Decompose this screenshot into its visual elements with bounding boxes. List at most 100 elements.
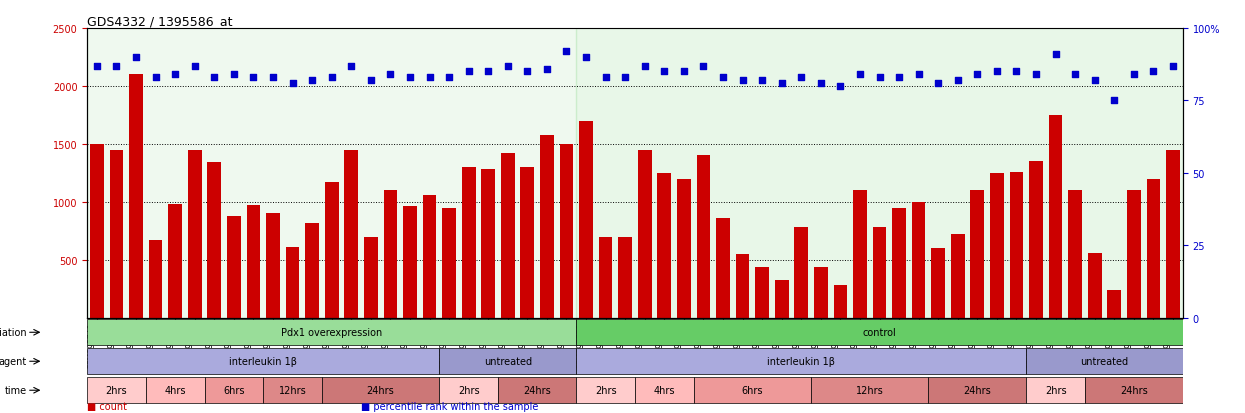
FancyBboxPatch shape xyxy=(146,377,204,403)
Point xyxy=(1046,52,1066,58)
Point xyxy=(107,63,127,70)
Bar xyxy=(814,267,828,318)
Bar xyxy=(677,179,691,318)
FancyBboxPatch shape xyxy=(263,377,322,403)
Bar xyxy=(540,135,554,318)
Point xyxy=(341,63,361,70)
Text: ■ count: ■ count xyxy=(87,401,127,411)
Bar xyxy=(774,280,788,318)
Point xyxy=(615,75,635,81)
Text: 24hrs: 24hrs xyxy=(523,385,552,395)
Point xyxy=(557,49,576,55)
Bar xyxy=(520,168,534,318)
Point xyxy=(967,72,987,78)
Text: interleukin 1β: interleukin 1β xyxy=(767,356,835,366)
Bar xyxy=(462,168,476,318)
Point xyxy=(752,78,772,84)
Text: untreated: untreated xyxy=(1081,356,1128,366)
Text: 2hrs: 2hrs xyxy=(106,385,127,395)
Bar xyxy=(129,75,143,318)
Point xyxy=(1163,63,1183,70)
Bar xyxy=(227,216,240,318)
Point xyxy=(1143,69,1163,76)
Text: 4hrs: 4hrs xyxy=(654,385,675,395)
Point xyxy=(635,63,655,70)
Bar xyxy=(599,237,613,318)
Point xyxy=(146,75,166,81)
Point xyxy=(478,69,498,76)
Bar xyxy=(873,228,886,318)
Bar xyxy=(305,223,319,318)
Text: agent: agent xyxy=(0,356,27,366)
FancyBboxPatch shape xyxy=(87,377,146,403)
Bar xyxy=(383,191,397,318)
Text: untreated: untreated xyxy=(484,356,532,366)
Point xyxy=(1084,78,1104,84)
Point xyxy=(518,69,538,76)
Bar xyxy=(1048,116,1062,318)
Point xyxy=(537,66,557,73)
Bar xyxy=(1030,162,1043,318)
Bar xyxy=(1108,290,1122,318)
Point xyxy=(909,72,929,78)
Bar xyxy=(893,208,906,318)
Bar xyxy=(1010,172,1023,318)
Bar xyxy=(188,150,202,318)
Bar xyxy=(657,173,671,318)
FancyBboxPatch shape xyxy=(1026,377,1084,403)
Point xyxy=(224,72,244,78)
Point xyxy=(1026,72,1046,78)
Point xyxy=(400,75,420,81)
Bar xyxy=(1088,253,1102,318)
Bar xyxy=(208,163,222,318)
Point xyxy=(693,63,713,70)
Bar xyxy=(364,237,377,318)
Point xyxy=(439,75,459,81)
Point xyxy=(166,72,186,78)
FancyBboxPatch shape xyxy=(87,320,576,345)
Text: 2hrs: 2hrs xyxy=(1045,385,1067,395)
FancyBboxPatch shape xyxy=(693,377,810,403)
Point xyxy=(244,75,264,81)
Point xyxy=(303,78,322,84)
FancyBboxPatch shape xyxy=(576,348,1026,374)
Text: 6hrs: 6hrs xyxy=(742,385,763,395)
Bar xyxy=(90,145,103,318)
Point xyxy=(381,72,401,78)
Point xyxy=(458,69,478,76)
FancyBboxPatch shape xyxy=(576,377,635,403)
FancyBboxPatch shape xyxy=(439,377,498,403)
Bar xyxy=(853,191,867,318)
Bar xyxy=(403,207,417,318)
FancyBboxPatch shape xyxy=(635,377,693,403)
Bar xyxy=(579,121,593,318)
Point xyxy=(595,75,615,81)
Point xyxy=(889,75,909,81)
Point xyxy=(792,75,812,81)
Bar xyxy=(1127,191,1140,318)
Text: time: time xyxy=(5,385,27,395)
Bar xyxy=(422,195,436,318)
Bar xyxy=(794,228,808,318)
Point xyxy=(732,78,752,84)
Point xyxy=(420,75,439,81)
Text: genotype/variation: genotype/variation xyxy=(0,328,27,337)
Text: 2hrs: 2hrs xyxy=(458,385,479,395)
Text: interleukin 1β: interleukin 1β xyxy=(229,356,298,366)
Text: 6hrs: 6hrs xyxy=(223,385,244,395)
FancyBboxPatch shape xyxy=(204,377,263,403)
Text: 24hrs: 24hrs xyxy=(1120,385,1148,395)
Bar xyxy=(1147,179,1160,318)
Point xyxy=(263,75,283,81)
Point xyxy=(126,55,146,61)
Bar xyxy=(247,206,260,318)
Point xyxy=(87,63,107,70)
Bar xyxy=(990,173,1003,318)
Bar xyxy=(482,170,496,318)
Bar xyxy=(345,150,359,318)
FancyBboxPatch shape xyxy=(87,348,439,374)
Text: control: control xyxy=(863,328,896,337)
FancyBboxPatch shape xyxy=(498,377,576,403)
Bar xyxy=(325,183,339,318)
FancyBboxPatch shape xyxy=(810,377,929,403)
